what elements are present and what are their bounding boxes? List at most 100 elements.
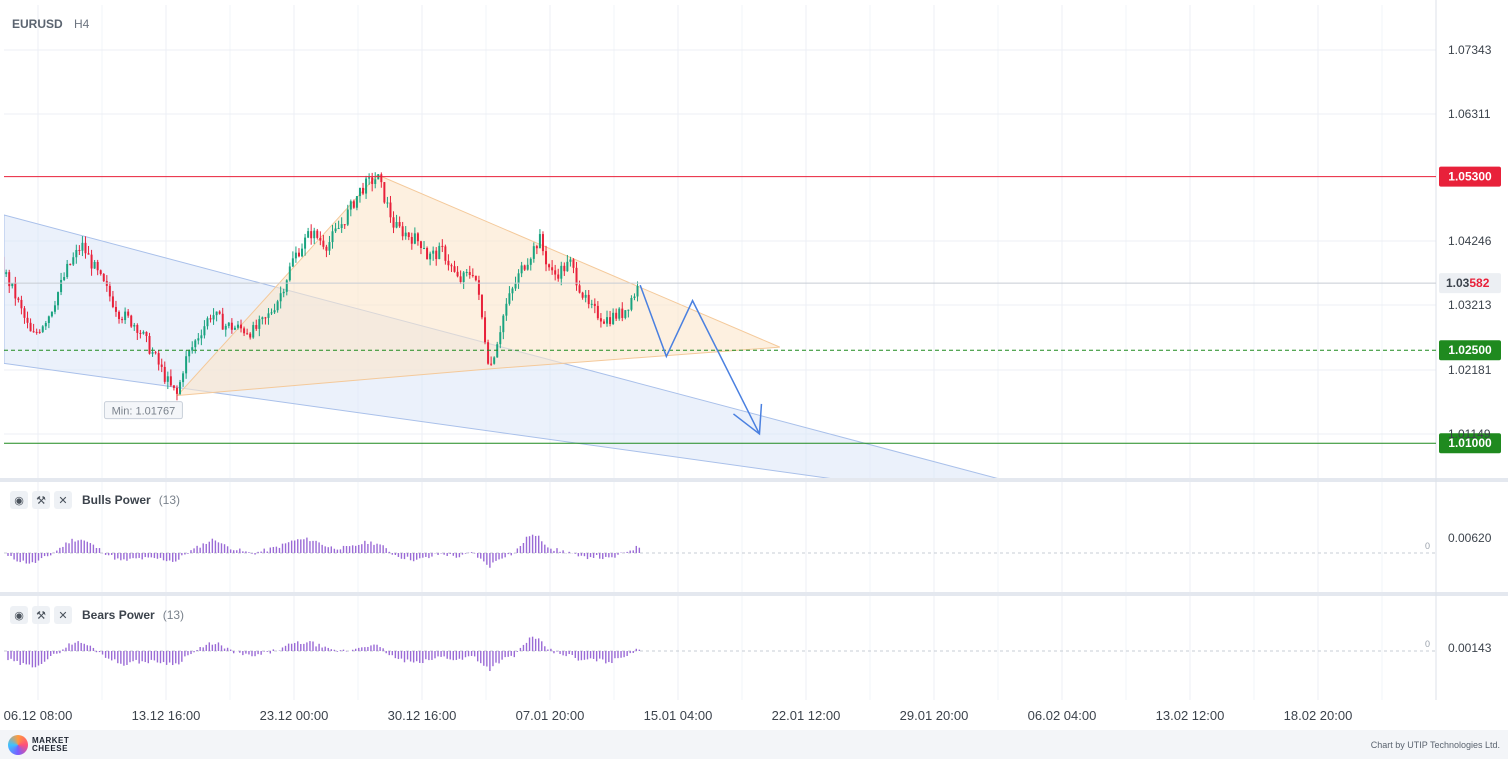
candle-body xyxy=(328,242,331,251)
eye-icon[interactable]: ◉ xyxy=(10,491,28,509)
y-tick-label: 1.04246 xyxy=(1448,234,1492,248)
candle-body xyxy=(587,294,590,305)
candle-body xyxy=(206,318,209,327)
candle-body xyxy=(69,263,72,265)
candle-body xyxy=(480,294,483,318)
wrench-icon[interactable]: ⚒ xyxy=(32,491,50,509)
candle-body xyxy=(41,326,44,332)
candle-body xyxy=(627,309,630,311)
candle-body xyxy=(17,298,20,300)
candle-body xyxy=(188,350,191,357)
candle-body xyxy=(435,250,438,260)
y-tick-label: 1.06311 xyxy=(1448,107,1491,121)
candle-body xyxy=(514,283,517,289)
candle-body xyxy=(127,311,130,316)
candle-body xyxy=(349,201,352,210)
candle-body xyxy=(523,265,526,270)
candle-body xyxy=(169,376,172,386)
candle-body xyxy=(453,266,456,272)
channel-outer-line xyxy=(4,495,900,705)
candle-body xyxy=(404,232,407,237)
forecast-path xyxy=(639,284,761,435)
y-tick-label: 1.07343 xyxy=(1448,43,1492,57)
candle-body xyxy=(602,321,605,324)
candle-body xyxy=(53,305,56,312)
candle-body xyxy=(87,253,90,255)
current-price-suffix: 582 xyxy=(1469,276,1489,290)
y-tick-label: 1.01149 xyxy=(1448,427,1491,441)
candle-body xyxy=(383,182,386,203)
candle-body xyxy=(578,285,581,293)
candle-body xyxy=(563,265,566,272)
indicator-name: Bulls Power xyxy=(82,493,151,507)
zero-label: 0 xyxy=(1425,639,1430,649)
candle-body xyxy=(551,267,554,271)
candle-body xyxy=(215,311,218,316)
candle-body xyxy=(212,315,215,320)
candle-body xyxy=(499,332,502,345)
candle-body xyxy=(166,376,169,382)
level-label: 1.01000 xyxy=(1448,436,1492,450)
candle-body xyxy=(615,312,618,319)
candle-body xyxy=(313,230,316,239)
candle-body xyxy=(114,306,117,312)
close-icon[interactable]: ✕ xyxy=(54,606,72,624)
candle-body xyxy=(249,333,252,338)
candle-body xyxy=(124,311,127,321)
eye-icon[interactable]: ◉ xyxy=(10,606,28,624)
candle-body xyxy=(96,261,99,271)
candle-body xyxy=(575,267,578,286)
candle-body xyxy=(151,352,154,354)
x-tick-label: 13.12 16:00 xyxy=(132,708,201,723)
candle-body xyxy=(75,249,78,258)
candle-body xyxy=(398,221,401,227)
candle-body xyxy=(121,319,124,321)
level-badge xyxy=(1439,433,1501,454)
candle-body xyxy=(294,252,297,259)
candle-body xyxy=(246,333,249,335)
candle-body xyxy=(447,260,450,266)
candle-body xyxy=(191,347,194,351)
x-tick-label: 07.01 20:00 xyxy=(516,708,585,723)
candle-body xyxy=(624,310,627,318)
x-tick-label: 30.12 16:00 xyxy=(388,708,457,723)
candle-body xyxy=(99,270,102,274)
candle-body xyxy=(548,264,551,268)
symbol-label: EURUSD xyxy=(12,17,63,31)
candle-body xyxy=(29,322,32,332)
candle-body xyxy=(175,387,178,394)
candle-body xyxy=(520,265,523,274)
candle-body xyxy=(307,231,310,238)
y-tick-label: 1.03213 xyxy=(1448,298,1492,312)
candle-body xyxy=(243,328,246,334)
candle-body xyxy=(236,324,239,328)
candle-body xyxy=(282,291,285,294)
x-tick-label: 15.01 04:00 xyxy=(644,708,713,723)
candle-body xyxy=(209,318,212,320)
close-icon[interactable]: ✕ xyxy=(54,491,72,509)
logo-icon xyxy=(8,735,28,755)
candle-body xyxy=(426,247,429,260)
callout-label: Min: 1.01767 xyxy=(112,406,176,418)
candle-body xyxy=(636,285,639,297)
candle-body xyxy=(413,233,416,244)
min-callout: Min: 1.01767 xyxy=(103,401,183,420)
candle-body xyxy=(288,266,291,281)
candle-body xyxy=(230,322,233,330)
candle-body xyxy=(593,303,596,306)
candle-body xyxy=(301,248,304,257)
candle-body xyxy=(84,242,87,254)
descending-channel xyxy=(4,214,998,478)
candle-body xyxy=(477,280,480,295)
candle-body xyxy=(136,324,139,333)
bears-power-histogram xyxy=(4,636,1436,672)
candle-body xyxy=(358,187,361,197)
candle-body xyxy=(32,331,35,333)
candle-body xyxy=(60,279,63,293)
candle-body xyxy=(468,272,471,276)
candle-body xyxy=(423,247,426,249)
candle-body xyxy=(118,311,121,320)
candle-body xyxy=(410,237,413,244)
wrench-icon[interactable]: ⚒ xyxy=(32,606,50,624)
